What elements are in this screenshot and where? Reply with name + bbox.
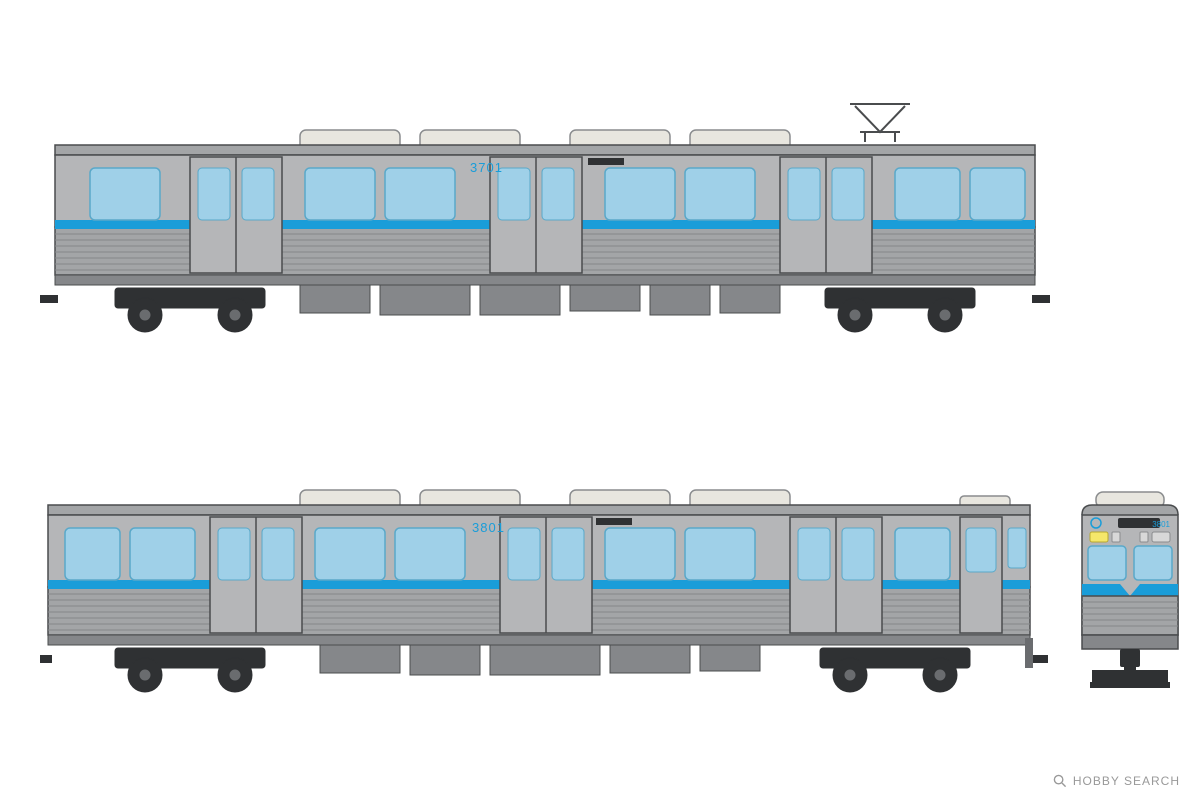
- watermark: HOBBY SEARCH: [1053, 774, 1180, 788]
- front-number: 3801: [1152, 520, 1170, 529]
- car-number-3701: 3701: [470, 160, 503, 175]
- front-bogie: [1092, 670, 1168, 682]
- front-window-left: [1088, 546, 1126, 580]
- underfloor-equipment: [320, 645, 760, 675]
- bogie-left: [115, 648, 265, 692]
- bogie-left: [115, 288, 265, 332]
- tail-light: [1112, 532, 1120, 542]
- watermark-text: HOBBY SEARCH: [1073, 774, 1180, 788]
- sole-bar: [48, 635, 1030, 645]
- headlight-right: [1152, 532, 1170, 542]
- cab-side-window: [1008, 528, 1026, 568]
- front-window-right: [1134, 546, 1172, 580]
- sole-bar: [55, 275, 1035, 285]
- diagram-canvas: 3701: [0, 0, 1200, 800]
- front-corrugation: [1082, 596, 1178, 635]
- front-view-svg: 3801: [1072, 460, 1188, 700]
- search-icon: [1053, 774, 1067, 788]
- roof: [48, 505, 1030, 515]
- skirt: [1082, 635, 1178, 649]
- bogie-right: [820, 648, 970, 692]
- tail-light: [1140, 532, 1148, 542]
- underfloor-equipment: [300, 285, 780, 315]
- roof: [55, 145, 1035, 155]
- front-rail: [1090, 682, 1170, 688]
- indicator: [588, 158, 624, 165]
- cab-door: [960, 517, 1002, 633]
- roof-curve: [1082, 505, 1178, 515]
- bogie-right: [825, 288, 975, 332]
- headlight-left: [1090, 532, 1108, 542]
- indicator: [596, 518, 632, 525]
- front-view-3801: 3801: [1072, 460, 1188, 705]
- pantograph-icon: [850, 104, 910, 142]
- train-car-3801: 3801: [40, 460, 1050, 705]
- car-3801-svg: [40, 460, 1050, 700]
- car-3701-svg: [40, 100, 1050, 340]
- train-car-3701: 3701: [40, 100, 1050, 345]
- car-number-3801: 3801: [472, 520, 505, 535]
